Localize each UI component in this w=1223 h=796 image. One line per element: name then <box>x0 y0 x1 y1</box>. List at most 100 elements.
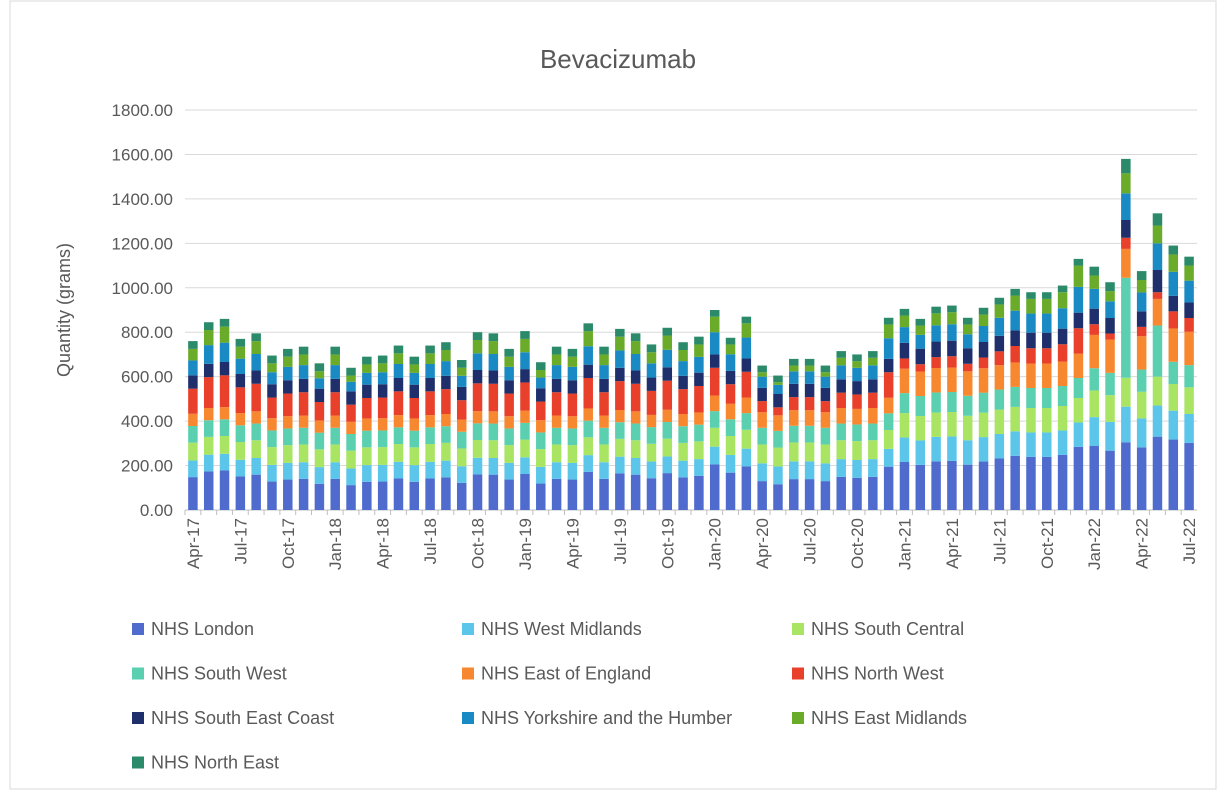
bar-segment <box>1057 406 1068 431</box>
bar-segment <box>362 372 372 385</box>
bar-segment <box>947 305 957 313</box>
bar-segment <box>1026 432 1036 457</box>
bar-segment <box>583 408 593 421</box>
bar-segment <box>615 350 625 368</box>
bar-segment <box>472 383 483 412</box>
bar-segment <box>725 419 736 436</box>
bar-segment <box>267 418 277 431</box>
bar-segment <box>947 412 957 437</box>
bar-segment <box>1168 245 1179 255</box>
bar-segment <box>852 477 862 510</box>
bar-segment <box>646 427 657 444</box>
bar-segment <box>314 483 325 510</box>
bar-segment <box>472 340 483 354</box>
bar-segment <box>219 326 230 343</box>
bar-segment <box>393 444 404 462</box>
bar-segment <box>852 424 862 442</box>
chart-title: Bevacizumab <box>540 44 696 74</box>
bar-segment <box>188 375 198 389</box>
bar-segment <box>1105 333 1115 340</box>
bar-segment <box>472 474 483 510</box>
bar-segment <box>868 408 878 424</box>
y-tick-label: 1800.00 <box>112 101 173 120</box>
bar-segment <box>962 464 973 510</box>
bar-segment <box>235 413 246 426</box>
bar-segment <box>962 440 973 465</box>
bar-segment <box>883 324 894 339</box>
bar-segment <box>868 440 878 460</box>
bar-segment <box>741 316 752 324</box>
bar-segment <box>899 368 910 394</box>
bar-segment <box>1105 395 1115 422</box>
bar-segment <box>283 356 293 367</box>
bar-segment <box>757 412 767 428</box>
bar-segment <box>1152 436 1163 510</box>
bar-segment <box>1026 388 1036 408</box>
bar-segment <box>235 358 246 374</box>
bar-segment <box>235 346 246 359</box>
bar-segment <box>551 478 562 510</box>
bar-segment <box>694 336 704 345</box>
bar-segment <box>662 335 673 350</box>
bar-segment <box>377 464 388 482</box>
bar-segment <box>757 444 767 464</box>
bar-segment <box>377 397 388 419</box>
bar-segment <box>1105 339 1115 373</box>
bar-segment <box>883 397 894 414</box>
bar-segment <box>883 372 894 398</box>
x-tick-label: Oct-19 <box>658 518 677 569</box>
bar-segment <box>883 466 894 510</box>
bar-segment <box>852 381 862 395</box>
bar-segment <box>456 448 467 467</box>
bar-segment <box>219 407 230 420</box>
bar-segment <box>741 371 752 398</box>
y-axis-title: Quantity (grams) <box>54 243 74 377</box>
bar-segment <box>883 338 894 359</box>
bar-segment <box>504 380 514 394</box>
bar-segment <box>520 410 530 423</box>
bar-segment <box>994 434 1005 459</box>
bar-segment <box>1057 292 1068 309</box>
bar-segment <box>504 393 514 417</box>
bar-segment <box>1152 325 1163 377</box>
bar-segment <box>615 410 625 423</box>
bar-segment <box>219 419 230 436</box>
bar-segment <box>1105 372 1115 396</box>
bar-segment <box>931 412 941 437</box>
bar-segment <box>393 415 404 428</box>
bar-segment <box>1121 193 1131 220</box>
bar-segment <box>678 477 688 510</box>
bar-segment <box>1073 258 1084 266</box>
bar-segment <box>283 416 293 429</box>
bar-segment <box>852 367 862 382</box>
bar-segment <box>994 389 1005 410</box>
bar-segment <box>709 367 720 396</box>
bar-segment <box>789 461 799 480</box>
bar-segment <box>346 450 356 469</box>
bar-segment <box>1121 220 1131 238</box>
bar-segment <box>1136 326 1147 337</box>
bar-segment <box>1073 446 1084 510</box>
bar-segment <box>314 420 325 433</box>
y-tick-label: 200.00 <box>121 457 173 476</box>
bar-segment <box>804 425 815 443</box>
bar-segment <box>188 388 198 414</box>
bar-segment <box>709 310 720 317</box>
bar-segment <box>1136 311 1147 327</box>
bar-segment <box>1042 298 1052 314</box>
bar-segment <box>456 482 467 510</box>
bar-segment <box>1089 288 1099 309</box>
bar-segment <box>852 460 862 478</box>
bar-segment <box>883 448 894 467</box>
bar-segment <box>520 422 530 440</box>
legend-label: NHS East Midlands <box>811 708 967 728</box>
bar-segment <box>773 375 783 383</box>
bar-segment <box>962 348 973 364</box>
bar-segment <box>599 444 609 463</box>
bar-segment <box>962 371 973 396</box>
bar-segment <box>393 461 404 479</box>
bar-segment <box>488 423 499 441</box>
bar-segment <box>1026 408 1036 433</box>
bar-segment <box>504 348 514 357</box>
